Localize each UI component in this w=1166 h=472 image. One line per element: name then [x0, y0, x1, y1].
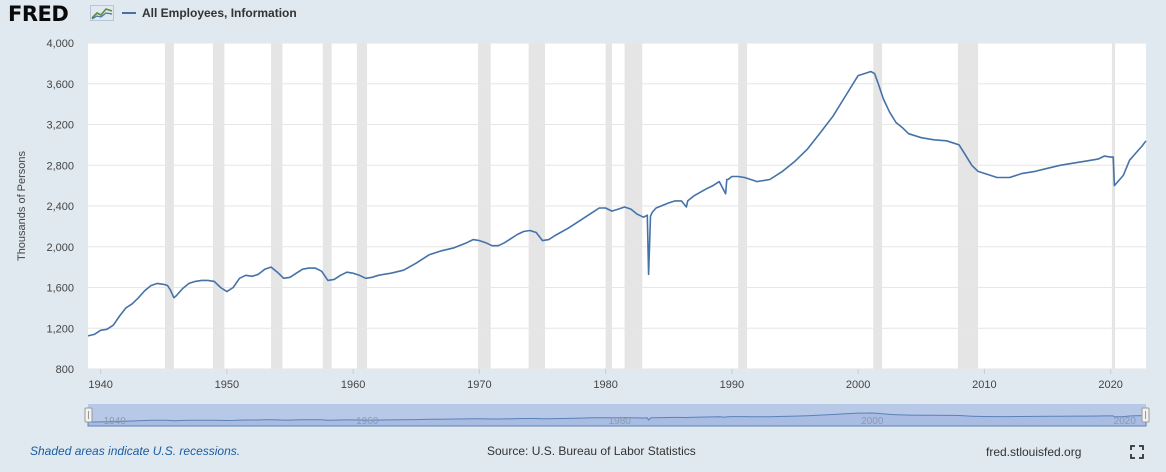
y-tick-label: 2,000 [46, 242, 74, 254]
y-tick-label: 800 [56, 364, 74, 376]
site-link[interactable]: fred.stlouisfed.org [986, 445, 1082, 459]
x-tick-label: 1980 [593, 379, 617, 391]
y-tick-label: 2,400 [46, 201, 74, 213]
recession-note[interactable]: Shaded areas indicate U.S. recessions. [30, 444, 241, 458]
chart-area[interactable]: 800 1,200 1,600 2,000 2,400 2,800 3,200 3,600 4,… [0, 0, 1166, 440]
navigator-tick-label: 2020 [1114, 416, 1137, 427]
source-text: Source: U.S. Bureau of Labor Statistics [487, 444, 696, 458]
y-tick-label: 2,800 [46, 160, 74, 172]
x-tick-label: 2010 [972, 379, 996, 391]
y-tick-label: 1,600 [46, 283, 74, 295]
navigator[interactable]: 1940 1960 1980 2000 2020 [84, 404, 1150, 427]
x-tick-label: 1940 [88, 379, 112, 391]
x-tick-label: 1960 [341, 379, 365, 391]
legend-series-swatch [122, 12, 136, 14]
y-tick-label: 1,200 [46, 323, 74, 335]
x-axis-ticks: 1940 1950 1960 1970 1980 1990 2000 2010 2020 [88, 369, 1123, 391]
legend-series-label: All Employees, Information [142, 6, 297, 20]
fred-logo[interactable]: FRED [8, 2, 69, 26]
x-tick-label: 2020 [1098, 379, 1122, 391]
y-gridlines [88, 42, 1146, 370]
navigator-tick-label: 2000 [861, 416, 884, 427]
y-axis-label: Thousands of Persons [16, 150, 28, 261]
x-tick-label: 1950 [215, 379, 239, 391]
navigator-tick-label: 1960 [356, 416, 379, 427]
navigator-series-area [87, 412, 1147, 427]
x-tick-label: 1990 [720, 379, 744, 391]
y-tick-label: 3,200 [46, 120, 74, 132]
y-tick-label: 4,000 [46, 38, 74, 50]
y-tick-label: 3,600 [46, 79, 74, 91]
x-tick-label: 2000 [846, 379, 870, 391]
series-line-information[interactable] [87, 70, 1147, 337]
navigator-tick-label: 1980 [609, 416, 632, 427]
line-chart-icon [90, 5, 114, 21]
chart-legend[interactable]: All Employees, Information [122, 6, 297, 20]
fullscreen-icon[interactable] [1130, 445, 1144, 459]
x-tick-label: 1970 [467, 379, 491, 391]
y-axis-ticks: 800 1,200 1,600 2,000 2,400 2,800 3,200 3,600 4,… [46, 38, 74, 376]
navigator-ticks: 1940 1960 1980 2000 2020 [104, 416, 1137, 427]
navigator-tick-label: 1940 [104, 416, 127, 427]
